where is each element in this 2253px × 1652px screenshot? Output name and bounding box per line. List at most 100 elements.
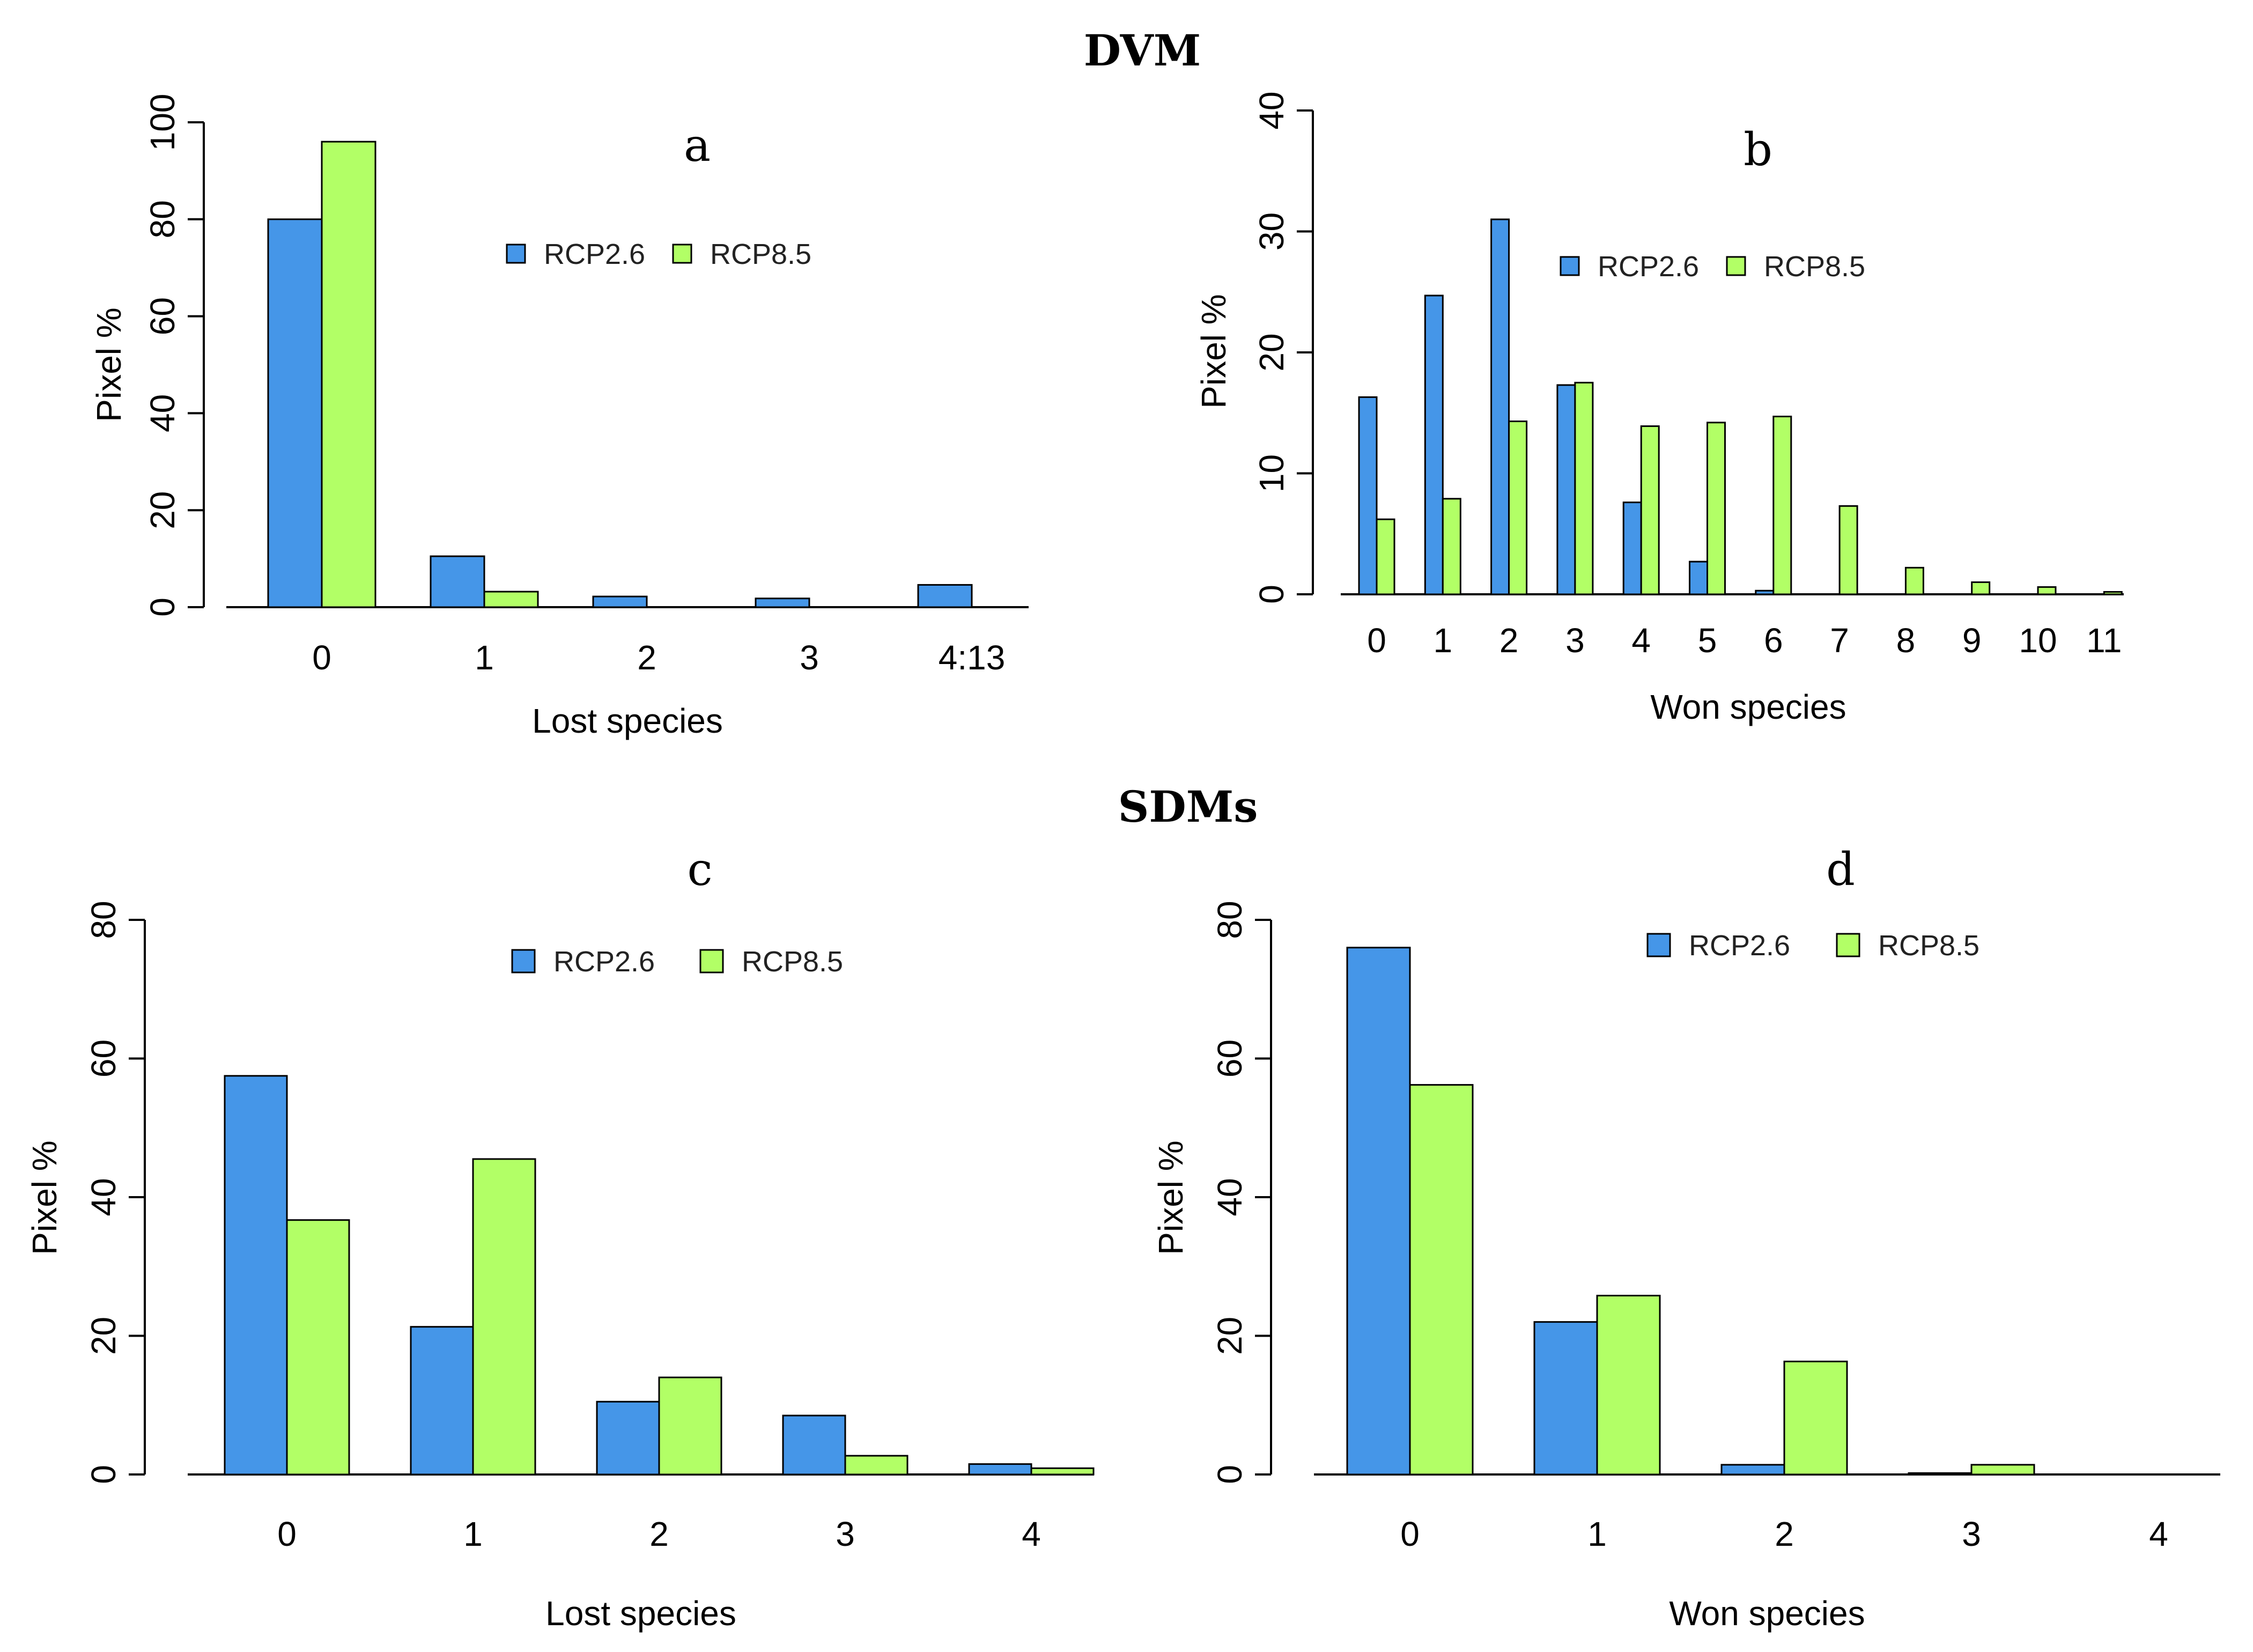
bar-rcp26-0 <box>224 1075 288 1476</box>
legend-label: RCP2.6 <box>553 946 655 978</box>
legend-label: RCP8.5 <box>710 238 811 270</box>
bar-rcp26-1 <box>1533 1321 1598 1476</box>
x-tick-label: 7 <box>1830 621 1849 660</box>
bar-rcp26-5 <box>1689 560 1708 595</box>
x-tick-label: 9 <box>1962 621 1982 660</box>
legend-swatch-rcp85 <box>1836 933 1860 957</box>
bar-rcp85-1 <box>483 591 539 608</box>
bar-rcp85-3 <box>1574 381 1594 595</box>
y-axis-label: Pixel % <box>1194 294 1233 408</box>
legend-swatch-rcp26 <box>1646 933 1671 957</box>
y-tick-label: 40 <box>84 1178 123 1216</box>
bar-rcp26-0 <box>1358 396 1378 595</box>
bar-rcp26-1 <box>1424 294 1444 595</box>
x-tick-label: 3 <box>800 638 819 677</box>
x-tick-label: 3 <box>1962 1515 1981 1553</box>
bar-rcp85-9 <box>1971 581 1991 595</box>
x-tick-label: 0 <box>277 1515 297 1553</box>
y-tick-label: 20 <box>1252 333 1291 371</box>
legend-label: RCP2.6 <box>1598 250 1699 283</box>
x-tick-label: 2 <box>1499 621 1519 660</box>
bar-rcp85-5 <box>1707 422 1726 595</box>
bar-rcp85-0 <box>286 1219 350 1476</box>
y-tick-label: 100 <box>143 94 182 151</box>
y-axis-label: Pixel % <box>1151 1140 1190 1255</box>
bar-rcp85-1 <box>472 1158 536 1476</box>
y-tick-label: 10 <box>1252 454 1291 492</box>
bar-rcp26-3 <box>1908 1472 1973 1476</box>
x-tick-label: 1 <box>463 1515 483 1553</box>
bar-rcp85-7 <box>1838 505 1858 595</box>
section-title-sdms: SDMs <box>1118 781 1258 832</box>
y-tick-label: 80 <box>143 200 182 238</box>
bar-rcp26-2 <box>596 1400 660 1476</box>
x-tick-label: 0 <box>312 638 331 677</box>
chart-panel-a: a 0 20 40 60 80 100 Pixel % 0 1 2 3 4:13 Lost species… <box>90 94 1029 740</box>
bar-rcp85-2 <box>1783 1360 1848 1476</box>
bar-rcp85-0 <box>321 141 376 608</box>
panel-label: a <box>684 119 711 172</box>
legend: RCP2.6 RCP8.5 <box>511 946 843 978</box>
x-axis-label: Lost species <box>532 702 723 740</box>
panel-label: d <box>1826 843 1855 896</box>
legend-swatch-rcp26 <box>506 244 526 264</box>
x-tick-label: 5 <box>1698 621 1717 660</box>
y-axis-label: Pixel % <box>90 307 128 422</box>
x-tick-label: 2 <box>649 1515 669 1553</box>
x-axis-label: Lost species <box>545 1594 736 1633</box>
bar-rcp26-4-13 <box>917 584 973 608</box>
y-tick-label: 0 <box>1210 1465 1249 1484</box>
y-tick-label: 80 <box>1210 901 1249 939</box>
x-tick-label: 0 <box>1367 621 1386 660</box>
x-tick-label: 4 <box>2149 1515 2168 1553</box>
x-tick-label: 3 <box>836 1515 855 1553</box>
legend-swatch-rcp85 <box>699 949 724 974</box>
y-tick-label: 20 <box>84 1317 123 1355</box>
y-tick-label: 0 <box>1252 585 1291 604</box>
x-axis-label: Won species <box>1650 688 1846 726</box>
y-axis-label: Pixel % <box>25 1140 64 1255</box>
bar-rcp85-4 <box>1030 1467 1095 1476</box>
legend-label: RCP2.6 <box>544 238 645 270</box>
x-tick-label: 1 <box>1587 1515 1607 1553</box>
x-tick-label: 10 <box>2019 621 2057 660</box>
panel-label: c <box>687 843 712 896</box>
x-tick-label: 2 <box>1775 1515 1794 1553</box>
bar-rcp85-11 <box>2103 591 2123 595</box>
x-tick-label: 6 <box>1764 621 1783 660</box>
legend-swatch-rcp85 <box>1726 256 1746 276</box>
y-tick-label: 30 <box>1252 212 1291 250</box>
legend-label: RCP8.5 <box>1878 930 1979 962</box>
bar-rcp85-1 <box>1596 1295 1661 1476</box>
legend: RCP2.6 RCP8.5 <box>1560 250 1865 283</box>
bar-rcp85-4 <box>1640 425 1660 595</box>
bar-rcp26-4 <box>1622 502 1642 595</box>
legend-swatch-rcp26 <box>511 949 536 974</box>
bar-rcp85-0 <box>1409 1084 1474 1476</box>
legend-label: RCP2.6 <box>1689 930 1790 962</box>
legend-label: RCP8.5 <box>1764 250 1865 283</box>
x-tick-label: 0 <box>1400 1515 1420 1553</box>
x-tick-label: 3 <box>1565 621 1585 660</box>
bar-rcp85-0 <box>1376 518 1395 595</box>
legend: RCP2.6 RCP8.5 <box>1646 930 1979 962</box>
bar-rcp85-6 <box>1772 416 1792 595</box>
bar-rcp26-3 <box>755 598 810 608</box>
y-tick-label: 20 <box>1210 1317 1249 1355</box>
bar-rcp85-3 <box>844 1455 908 1476</box>
bar-rcp26-6 <box>1755 589 1775 595</box>
x-tick-label: 11 <box>2086 621 2122 660</box>
y-tick-label: 40 <box>143 394 182 432</box>
x-tick-label: 2 <box>637 638 656 677</box>
bar-rcp85-10 <box>2037 586 2057 595</box>
panel-label: b <box>1744 123 1772 176</box>
bar-rcp85-1 <box>1442 498 1461 595</box>
bar-rcp26-2 <box>1490 218 1510 595</box>
y-tick-label: 40 <box>1252 91 1291 129</box>
bar-rcp26-1 <box>430 555 485 608</box>
y-tick-label: 60 <box>143 297 182 335</box>
x-tick-label: 1 <box>475 638 494 677</box>
